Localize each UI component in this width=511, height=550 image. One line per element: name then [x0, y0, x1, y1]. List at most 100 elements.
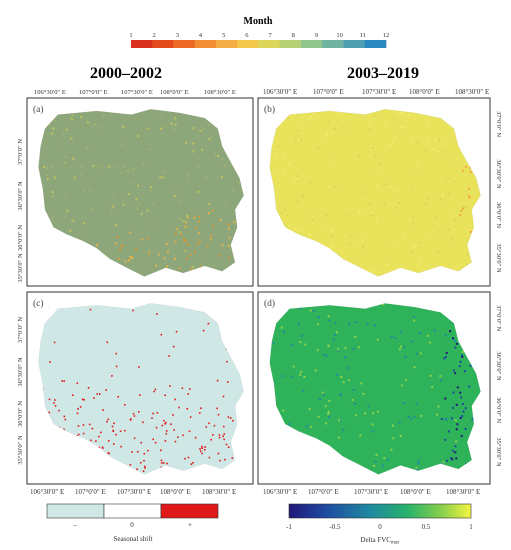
pixel-patch: [88, 423, 91, 426]
pixel-patch: [407, 114, 410, 117]
pixel-patch: [198, 239, 201, 242]
pixel-patch: [362, 392, 365, 395]
pixel-patch: [115, 365, 118, 368]
pixel-patch: [110, 212, 113, 215]
pixel-patch: [433, 329, 436, 332]
pixel-patch: [170, 423, 172, 425]
pixel-patch: [131, 451, 133, 453]
pixel-patch: [174, 240, 177, 243]
pixel-patch: [202, 128, 205, 130]
pixel-patch: [82, 424, 85, 426]
pixel-patch: [449, 213, 452, 216]
pixel-patch: [348, 322, 351, 325]
pixel-patch: [204, 446, 206, 448]
pixel-patch: [342, 126, 345, 129]
pixel-patch: [472, 417, 474, 420]
pixel-patch: [463, 370, 466, 373]
pixel-patch: [160, 459, 163, 462]
pixel-patch: [460, 435, 463, 438]
pixel-patch: [120, 244, 123, 247]
lat-label: 36°0′0″ N: [17, 401, 24, 427]
pixel-patch: [317, 316, 320, 319]
pixel-patch: [364, 412, 366, 415]
pixel-patch: [138, 411, 140, 413]
pixel-patch: [140, 441, 143, 444]
pixel-patch: [143, 452, 146, 455]
pixel-patch: [361, 191, 364, 194]
pixel-patch: [137, 184, 140, 187]
pixel-patch: [80, 172, 83, 175]
pixel-patch: [337, 112, 340, 115]
pixel-patch: [434, 216, 437, 219]
pixel-patch: [46, 174, 49, 176]
pixel-patch: [138, 366, 140, 368]
pixel-patch: [323, 354, 326, 357]
pixel-patch: [413, 366, 416, 369]
pixel-patch: [174, 232, 177, 235]
pixel-patch: [372, 412, 375, 415]
pixel-patch: [284, 208, 287, 211]
pixel-patch: [198, 232, 201, 235]
pixel-patch: [115, 224, 118, 227]
pixel-patch: [111, 425, 114, 428]
pixel-patch: [309, 309, 312, 312]
pixel-patch: [198, 412, 201, 414]
pixel-patch: [325, 422, 327, 425]
pixel-patch: [224, 458, 226, 461]
pixel-patch: [454, 346, 457, 349]
pixel-patch: [136, 207, 139, 210]
pixel-patch: [359, 434, 362, 437]
pixel-patch: [274, 154, 277, 157]
pixel-patch: [384, 125, 387, 127]
shift-legend-zero: [103, 503, 162, 519]
pixel-patch: [119, 430, 122, 433]
delta-tick: 0: [378, 523, 382, 531]
pixel-patch: [394, 136, 396, 139]
pixel-patch: [205, 426, 208, 428]
pixel-patch: [398, 421, 401, 424]
pixel-patch: [415, 466, 418, 469]
pixel-patch: [413, 415, 416, 418]
lon-label: 108°30′0″ E: [202, 488, 236, 496]
pixel-patch: [152, 412, 154, 415]
pixel-patch: [107, 452, 110, 454]
pixel-patch: [79, 406, 82, 408]
pixel-patch: [129, 419, 132, 421]
pixel-patch: [222, 395, 225, 398]
month-bar-segment: [322, 40, 344, 48]
pixel-patch: [398, 201, 401, 204]
pixel-patch: [175, 228, 178, 230]
pixel-patch: [417, 459, 420, 462]
pixel-patch: [410, 417, 413, 420]
pixel-patch: [70, 137, 73, 140]
pixel-patch: [174, 190, 177, 193]
pixel-patch: [155, 426, 158, 429]
pixel-patch: [444, 334, 447, 337]
pixel-patch: [53, 119, 56, 122]
pixel-patch: [446, 459, 449, 462]
month-bar-segment: [343, 40, 366, 48]
month-bar-segment: [301, 40, 323, 48]
pixel-patch: [445, 418, 448, 421]
pixel-patch: [166, 265, 168, 268]
pixel-patch: [455, 457, 458, 460]
pixel-patch: [71, 118, 73, 121]
pixel-patch: [174, 117, 177, 120]
pixel-patch: [459, 214, 462, 217]
lat-label: 36°30′0″ N: [17, 181, 24, 211]
pixel-patch: [328, 319, 331, 322]
pixel-patch: [90, 439, 92, 442]
pixel-patch: [149, 148, 151, 150]
pixel-patch: [401, 384, 403, 387]
pixel-patch: [464, 165, 467, 168]
shift-legend-label-zero: 0: [130, 521, 134, 529]
shift-legend-label-minus: –: [72, 521, 77, 529]
pixel-patch: [440, 418, 443, 420]
pixel-patch: [95, 440, 97, 442]
pixel-patch: [228, 257, 231, 260]
pixel-patch: [202, 329, 205, 332]
pixel-patch: [403, 345, 406, 348]
pixel-patch: [322, 393, 325, 396]
pixel-patch: [333, 127, 336, 130]
pixel-patch: [65, 128, 68, 131]
